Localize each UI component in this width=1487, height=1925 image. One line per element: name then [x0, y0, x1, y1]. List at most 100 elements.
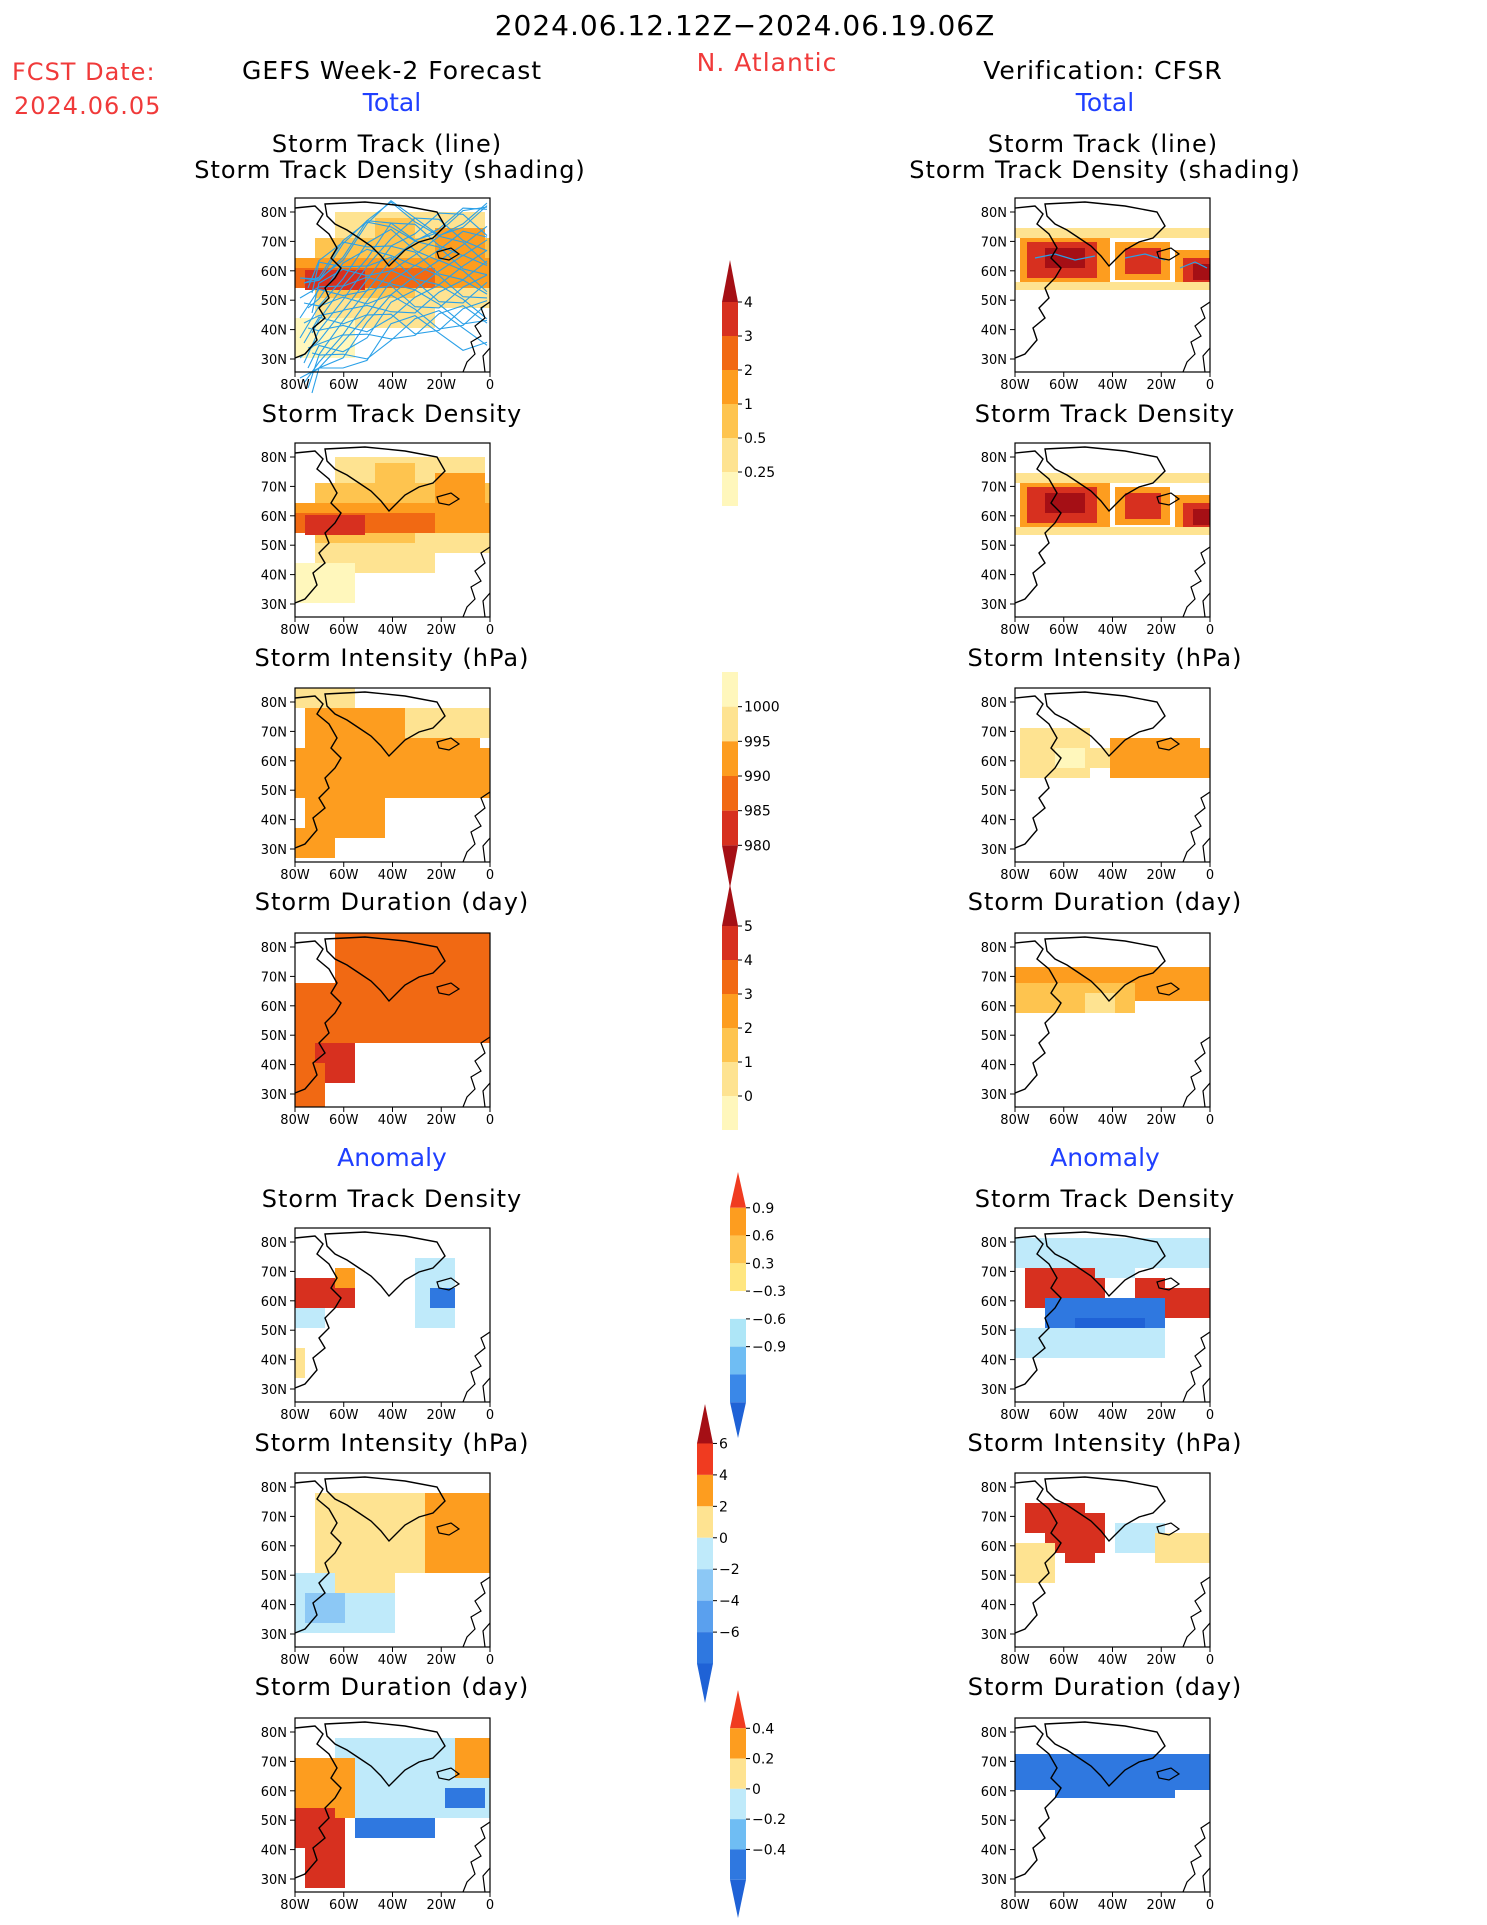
lon-label: 20W	[427, 1898, 457, 1913]
colorbar-segment	[730, 1374, 746, 1403]
shading-cell	[1045, 493, 1085, 513]
right-panel1-title-line1: Storm Track (line)	[987, 130, 1219, 158]
shading-cell	[435, 228, 485, 258]
greenland-coast	[1044, 936, 1166, 1003]
africa-coast	[1202, 347, 1211, 373]
shading-cell	[1055, 748, 1085, 768]
right-panel6-map: 80N 70N 60N 50N 40N 30N 80W 60W 40W 20W 0	[981, 1472, 1214, 1668]
colorbar-segment	[730, 1263, 746, 1292]
lat-label: 70N	[261, 725, 287, 740]
lon-label: 40W	[378, 1653, 408, 1668]
colorbar-label: −0.6	[752, 1312, 786, 1328]
storm-track-line	[307, 289, 488, 369]
shading-cell	[425, 1023, 490, 1043]
shading-cell	[445, 1788, 485, 1808]
storm-track-line	[1034, 253, 1096, 261]
right-anomaly-label: Anomaly	[1050, 1143, 1160, 1172]
colorbar-label: 0.2	[752, 1752, 774, 1768]
colorbar-label: 3	[744, 329, 753, 345]
colorbar-label: 0.4	[752, 1721, 774, 1737]
colorbar-segment	[697, 1569, 713, 1601]
right-title: Verification: CFSR	[983, 56, 1223, 85]
lon-label: 80W	[1000, 623, 1030, 638]
lon-label: 0	[1206, 623, 1214, 638]
shading-cell	[1165, 1288, 1210, 1318]
lon-label: 40W	[378, 378, 408, 393]
africa-coast	[482, 1622, 491, 1648]
africa-coast	[482, 1082, 491, 1108]
lon-label: 60W	[329, 1653, 359, 1668]
europe-coast	[1182, 791, 1211, 863]
right-panel4-map: 80N 70N 60N 50N 40N 30N 80W 60W 40W 20W 0	[981, 932, 1214, 1128]
europe-coast	[462, 301, 491, 373]
shading-cell	[295, 318, 355, 358]
colorbar-label: 2	[744, 363, 753, 379]
lon-label: 0	[486, 1113, 494, 1128]
storm-track-line	[311, 217, 488, 294]
north-america-coast	[1014, 450, 1062, 604]
colorbar-segment	[722, 706, 738, 742]
lon-label: 0	[1206, 1113, 1214, 1128]
iceland-coast	[436, 1277, 461, 1291]
colorbar-intensity: 1000 995 990 985 980	[722, 672, 780, 888]
colorbar-label: 0.25	[744, 465, 775, 481]
greenland-coast	[324, 201, 446, 268]
colorbar-segment	[722, 336, 738, 370]
lon-label: 0	[486, 1653, 494, 1668]
north-america-coast	[1014, 940, 1062, 1094]
right-panel1-title-line2: Storm Track Density (shading)	[909, 156, 1301, 184]
lat-label: 40N	[981, 1354, 1007, 1369]
greenland-coast	[1044, 446, 1166, 513]
iceland-coast	[1156, 1522, 1181, 1536]
iceland-coast	[436, 492, 461, 506]
colorbar-segment	[730, 1402, 746, 1438]
colorbar-segment	[730, 1291, 746, 1319]
colorbar-segment	[730, 1849, 746, 1880]
lat-label: 40N	[261, 1059, 287, 1074]
storm-track-line	[307, 310, 488, 389]
iceland-coast	[436, 737, 461, 751]
shading-cell	[1065, 1533, 1095, 1563]
iceland-coast	[436, 1767, 461, 1781]
lon-label: 40W	[1098, 1653, 1128, 1668]
lat-label: 50N	[261, 1814, 287, 1829]
colorbar-segment	[722, 370, 738, 404]
europe-coast	[1182, 546, 1211, 618]
lon-label: 20W	[1147, 1653, 1177, 1668]
map-background	[1015, 1718, 1210, 1892]
colorbar-label: 4	[744, 295, 753, 311]
colorbar-segment	[722, 960, 738, 994]
colorbar-segment	[697, 1443, 713, 1475]
africa-coast	[1202, 592, 1211, 618]
lon-label: 0	[486, 868, 494, 883]
lat-label: 60N	[261, 1295, 287, 1310]
colorbar-label: 0.6	[752, 1229, 774, 1245]
africa-coast	[1202, 1622, 1211, 1648]
lat-label: 60N	[981, 265, 1007, 280]
lon-label: 0	[486, 1408, 494, 1423]
africa-coast	[482, 1867, 491, 1893]
north-america-coast	[1014, 1725, 1062, 1879]
lon-label: 40W	[1098, 1113, 1128, 1128]
lat-label: 30N	[981, 353, 1007, 368]
storm-track-line	[299, 279, 488, 359]
colorbar-label: 985	[744, 804, 771, 820]
colorbar-segment	[697, 1663, 713, 1703]
lon-label: 40W	[1098, 1898, 1128, 1913]
shading-cell	[1015, 1238, 1210, 1268]
shading-cell	[435, 473, 485, 503]
shading-cell	[1015, 1543, 1055, 1583]
lon-label: 0	[1206, 868, 1214, 883]
iceland-coast	[436, 982, 461, 996]
lon-label: 40W	[1098, 623, 1128, 638]
colorbar-label: 0.9	[752, 1201, 774, 1217]
lat-label: 80N	[261, 1481, 287, 1496]
lon-label: 80W	[280, 1408, 310, 1423]
lat-label: 30N	[981, 598, 1007, 613]
lat-label: 50N	[261, 1569, 287, 1584]
shading-cell	[430, 1288, 455, 1308]
colorbar-label: −0.9	[752, 1340, 786, 1356]
lat-label: 80N	[261, 696, 287, 711]
colorbar-label: 5	[744, 919, 753, 935]
